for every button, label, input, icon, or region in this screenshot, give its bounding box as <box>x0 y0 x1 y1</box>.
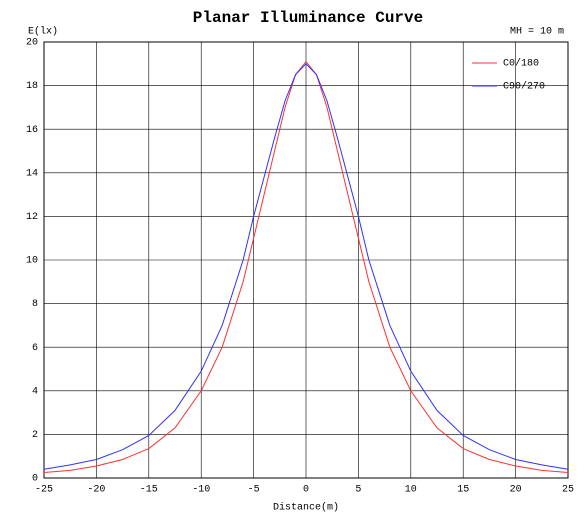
x-tick-label: 20 <box>510 485 522 496</box>
y-tick-label: 0 <box>32 474 38 485</box>
x-tick-label: -20 <box>87 485 105 496</box>
y-tick-label: 18 <box>26 81 38 92</box>
y-tick-label: 8 <box>32 299 38 310</box>
x-tick-label: 5 <box>355 485 361 496</box>
series-line <box>43 63 569 470</box>
y-tick-label: 16 <box>26 125 38 136</box>
legend-label: C0/180 <box>503 58 539 70</box>
x-tick-label: 10 <box>405 485 417 496</box>
x-tick-label: 15 <box>457 485 469 496</box>
annotation: MH = 10 m <box>510 27 564 38</box>
x-tick-label: -5 <box>248 485 260 496</box>
x-tick-label: -25 <box>35 485 53 496</box>
x-tick-label: -10 <box>192 485 210 496</box>
chart-title: Planar Illuminance Curve <box>193 9 423 27</box>
y-tick-label: 6 <box>32 343 38 354</box>
y-tick-label: 12 <box>26 212 38 223</box>
series-line <box>43 60 569 474</box>
x-axis-label: Distance(m) <box>273 502 339 514</box>
y-tick-label: 14 <box>26 168 38 179</box>
x-tick-label: -15 <box>140 485 158 496</box>
y-tick-label: 10 <box>26 256 38 267</box>
plot-frame <box>43 41 569 479</box>
y-tick-label: 20 <box>26 38 38 49</box>
legend-label: C90/270 <box>503 81 545 93</box>
x-tick-label: 0 <box>303 485 309 496</box>
y-axis-label: E(lx) <box>28 26 58 38</box>
y-tick-label: 4 <box>32 386 38 397</box>
y-tick-label: 2 <box>32 430 38 441</box>
x-tick-label: 25 <box>562 485 574 496</box>
